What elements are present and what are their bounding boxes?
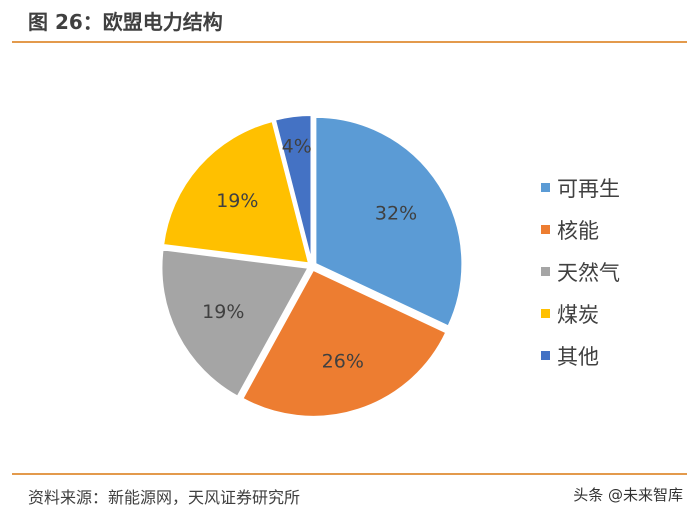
top-divider — [12, 41, 687, 43]
bottom-divider — [12, 473, 687, 475]
source-note: 资料来源：新能源网，天风证券研究所 — [28, 488, 301, 507]
legend-swatch-3 — [541, 309, 550, 318]
chart-title: 图 26：欧盟电力结构 — [28, 10, 223, 34]
pie-slice-3 — [162, 119, 311, 265]
data-label-2: 19% — [202, 301, 244, 323]
legend-label-3: 煤炭 — [557, 303, 599, 327]
legend-swatch-2 — [541, 267, 550, 276]
legend-swatch-0 — [541, 183, 550, 192]
pie-slice-2 — [160, 248, 311, 398]
legend-label-2: 天然气 — [557, 261, 620, 285]
legend-label-1: 核能 — [557, 219, 599, 243]
data-label-3: 19% — [216, 190, 258, 212]
pie-slice-1 — [241, 268, 448, 418]
pie-slice-4 — [273, 114, 313, 263]
data-label-4: 4% — [282, 135, 312, 157]
legend-label-4: 其他 — [557, 345, 599, 369]
pie-slice-0 — [314, 115, 464, 328]
watermark: 头条 @未来智库 — [573, 486, 683, 504]
data-label-1: 26% — [322, 351, 364, 373]
legend-label-0: 可再生 — [557, 177, 620, 201]
legend-swatch-1 — [541, 225, 550, 234]
data-label-0: 32% — [375, 203, 417, 225]
legend-swatch-4 — [541, 351, 550, 360]
